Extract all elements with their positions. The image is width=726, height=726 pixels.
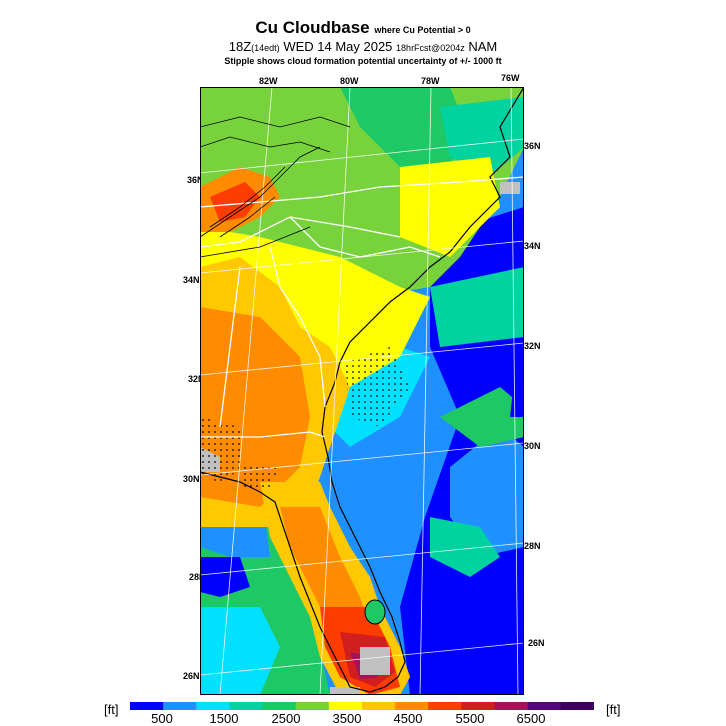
- offshore-green-band: [440, 387, 524, 447]
- terrain-contours: [200, 116, 351, 258]
- colorbar-segment: [196, 702, 230, 710]
- lat-label-right-30n: 30N: [524, 441, 541, 451]
- colorbar-segment: [494, 702, 529, 710]
- colorbar-unit-left: [ft]: [104, 702, 119, 717]
- lat-label-left-28n: 28N: [189, 572, 206, 582]
- lon-label-80w: 80W: [340, 76, 359, 86]
- valid-date: WED 14 May 2025: [283, 39, 393, 54]
- valid-time: 18Z: [228, 39, 252, 54]
- lon-label-82w: 82W: [259, 76, 278, 86]
- title-text: Cu Cloudbase: [255, 18, 370, 37]
- no-data-everglades: [360, 647, 390, 675]
- model-name: NAM: [468, 39, 498, 54]
- cloudbase-map: [200, 87, 524, 695]
- lat-label-right-34n: 34N: [524, 241, 541, 251]
- colorbar-segment: [229, 702, 264, 710]
- lat-label-right-32n: 32N: [524, 341, 541, 351]
- colorbar-tick-6500: 6500: [516, 711, 546, 726]
- no-data-south-tip: [330, 687, 360, 695]
- map-frame: [200, 87, 524, 695]
- colorbar-tick-2500: 2500: [271, 711, 301, 726]
- map-subtitle: Stipple shows cloud formation potential …: [224, 56, 502, 66]
- stipple-region-gulf: [200, 417, 245, 482]
- coastline: [200, 87, 524, 693]
- colorbar-segment: [295, 702, 330, 710]
- lon-label-76w: 76W: [501, 73, 520, 83]
- lon-label-78w: 78W: [421, 76, 440, 86]
- colorbar-segment: [461, 702, 496, 710]
- colorbar-segment: [262, 702, 297, 710]
- title-qualifier: where Cu Potential > 0: [374, 25, 471, 35]
- lat-label-right-26n: 26N: [528, 638, 545, 648]
- land-carolina-yellow: [400, 157, 500, 257]
- offshore-deep-blue-edge: [510, 327, 524, 417]
- lat-label-right-28n: 28N: [524, 541, 541, 551]
- colorbar-tick-500: 500: [151, 711, 173, 726]
- no-data-outer-banks: [500, 182, 520, 194]
- land-blue-ridge-red: [210, 182, 260, 222]
- offshore-mid-region: [450, 427, 524, 557]
- lat-label-left-36n: 36N: [187, 175, 204, 185]
- colorbar-segment: [328, 702, 363, 710]
- lake-okeechobee: [364, 599, 386, 625]
- colorbar-tick-3500: 3500: [332, 711, 362, 726]
- colorbar: [130, 702, 594, 710]
- colorbar-tick-1500: 1500: [209, 711, 239, 726]
- colorbar-segment: [163, 702, 197, 710]
- lat-label-left-34n: 34N: [183, 275, 200, 285]
- stipple-region-panhandle: [240, 467, 280, 487]
- colorbar-segment: [428, 702, 462, 710]
- colorbar-segment: [527, 702, 562, 710]
- lat-label-left-26n: 26N: [183, 671, 200, 681]
- forecast-info: 18hrFcst@0204z: [396, 43, 465, 53]
- lat-label-left-30n: 30N: [183, 474, 200, 484]
- offshore-teal-region: [430, 267, 524, 347]
- stipple-region-coast: [345, 347, 410, 427]
- colorbar-unit-right: [ft]: [606, 702, 621, 717]
- colorbar-segment: [560, 702, 594, 710]
- land-virginia-dark-green: [340, 87, 470, 177]
- lat-label-left-32n: 32N: [188, 374, 205, 384]
- land-coastal-teal: [440, 97, 524, 177]
- colorbar-tick-5500: 5500: [455, 711, 485, 726]
- colorbar-tick-4500: 4500: [393, 711, 423, 726]
- lat-label-right-36n: 36N: [524, 141, 541, 151]
- valid-time-local: (14edt): [251, 43, 280, 53]
- offshore-teal-region-south: [430, 517, 500, 577]
- colorbar-segment: [130, 702, 164, 710]
- valid-time-line: 18Z(14edt) WED 14 May 2025 18hrFcst@0204…: [0, 39, 726, 54]
- map-title: Cu Cloudbase where Cu Potential > 0: [0, 18, 726, 38]
- gulf-deep-blue-region: [200, 557, 250, 597]
- colorbar-segment: [395, 702, 429, 710]
- colorbar-segment: [362, 702, 396, 710]
